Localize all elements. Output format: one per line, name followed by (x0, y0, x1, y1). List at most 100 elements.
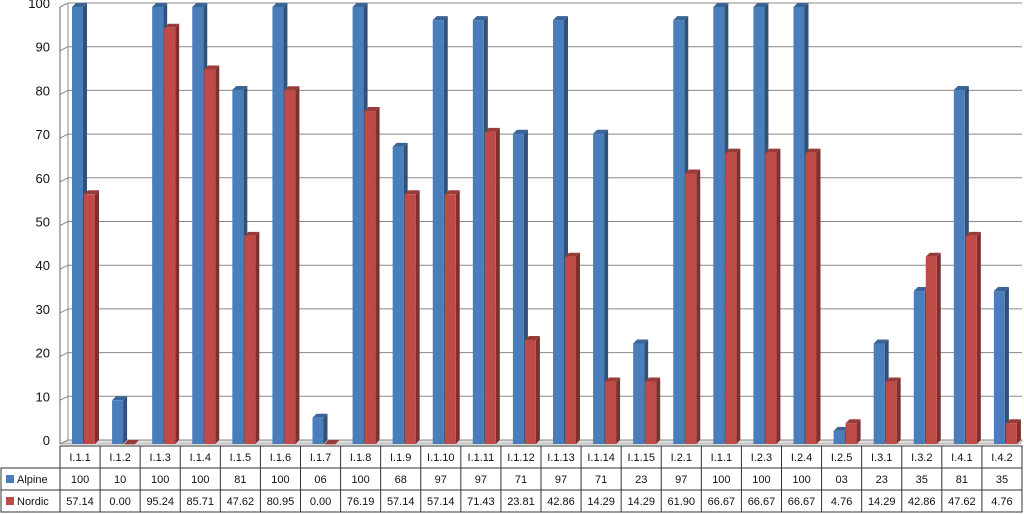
bar-top (472, 16, 488, 21)
bar-top (112, 396, 128, 401)
x-category-label: I.2.5 (831, 452, 852, 464)
bar-top (713, 3, 729, 7)
bar-front (725, 152, 737, 444)
legend-swatch-nordic (6, 497, 14, 505)
gridline-diag (59, 177, 69, 183)
bar-front (524, 339, 536, 444)
bar-front (913, 291, 925, 444)
bar-front (1005, 423, 1017, 444)
bar-front (244, 235, 256, 444)
bar-front (873, 343, 885, 444)
bar-top (84, 190, 99, 195)
bar-top (645, 377, 661, 382)
y-tick-label: 100 (28, 0, 50, 11)
bar-nordic (805, 148, 821, 444)
legend-label-nordic: Nordic (17, 496, 49, 508)
bar-front (352, 7, 364, 444)
bar-top (404, 190, 420, 195)
bar-alpine (112, 396, 128, 444)
x-category-label: I.1.14 (587, 452, 615, 464)
x-category-label: I.2.1 (671, 452, 692, 464)
data-label-alpine: 100 (151, 474, 169, 486)
bar-front (192, 7, 204, 444)
bar-side (455, 190, 460, 444)
data-label-nordic: 57.14 (387, 496, 415, 508)
bar-top (553, 16, 568, 21)
bar-top (873, 339, 889, 344)
bar-side (1004, 287, 1009, 444)
bar-front (284, 90, 296, 444)
x-category-label: I.3.1 (871, 452, 892, 464)
data-label-alpine: 23 (876, 474, 888, 486)
bar-top (605, 377, 621, 382)
data-label-alpine: 100 (351, 474, 369, 486)
gridline-diag (59, 46, 69, 52)
bar-front (404, 194, 416, 444)
x-category-label: I.1.4 (190, 452, 211, 464)
data-label-alpine: 97 (475, 474, 487, 486)
x-category-label: I.1.10 (427, 452, 455, 464)
bar-front (593, 133, 605, 445)
bar-top (444, 190, 460, 195)
x-category-label: I.1.8 (350, 452, 371, 464)
data-label-nordic: 0.00 (310, 496, 331, 508)
bar-front (204, 69, 216, 444)
bar-nordic (204, 65, 220, 445)
bar-front (312, 417, 324, 444)
data-label-alpine: 71 (595, 474, 607, 486)
data-label-nordic: 14.29 (587, 496, 615, 508)
data-label-alpine: 68 (395, 474, 407, 486)
gridline-diag (59, 221, 69, 226)
bar-front (793, 7, 805, 444)
bar-top (965, 231, 981, 236)
gridline-diag (59, 352, 69, 358)
bar-top (192, 3, 208, 7)
bar-nordic (645, 377, 661, 444)
data-label-nordic: 47.62 (227, 496, 255, 508)
data-label-nordic: 76.19 (347, 496, 375, 508)
bar-top (152, 3, 168, 7)
data-label-nordic: 4.76 (831, 496, 852, 508)
bar-nordic (404, 190, 420, 444)
data-label-nordic: 57.14 (66, 496, 94, 508)
x-category-label: I.1.1 (69, 452, 90, 464)
bar-nordic (565, 252, 580, 444)
bar-front (392, 146, 404, 444)
bar-nordic (845, 419, 861, 444)
bar-top (993, 287, 1009, 292)
data-label-alpine: 100 (712, 474, 730, 486)
bar-front (645, 381, 657, 444)
data-label-alpine: 100 (71, 474, 89, 486)
data-label-alpine: 06 (314, 474, 326, 486)
bar-side (776, 148, 781, 444)
y-tick-label: 10 (36, 389, 50, 404)
data-label-nordic: 14.29 (627, 496, 655, 508)
data-label-alpine: 81 (234, 474, 246, 486)
bar-front (164, 27, 176, 444)
bar-top (244, 231, 260, 236)
bar-side (123, 396, 128, 444)
data-label-nordic: 61.90 (668, 496, 696, 508)
bar-top (793, 3, 809, 7)
bar-side (816, 148, 821, 444)
bar-front (833, 430, 845, 444)
bar-side (535, 335, 540, 444)
legend-label-alpine: Alpine (17, 474, 48, 486)
y-tick-label: 50 (36, 215, 50, 230)
data-label-nordic: 14.29 (868, 496, 896, 508)
x-category-label: I.4.2 (991, 452, 1012, 464)
bar-front (765, 152, 777, 444)
data-label-alpine: 10 (114, 474, 126, 486)
bar-front (605, 381, 617, 444)
data-label-alpine: 03 (836, 474, 848, 486)
bar-top (484, 127, 500, 132)
bar-side (1016, 419, 1021, 444)
bar-front (512, 133, 524, 445)
data-table: I.1.1 I.1.2 I.1.3 I.1.4 I.1.5 I.1.6 I.1.7 I.1.8… (0, 445, 1023, 513)
gridline-diag (59, 2, 69, 8)
bar-side (976, 231, 981, 444)
bar-side (95, 190, 99, 444)
bar-top (72, 3, 87, 7)
x-category-label: I.1.6 (270, 452, 291, 464)
